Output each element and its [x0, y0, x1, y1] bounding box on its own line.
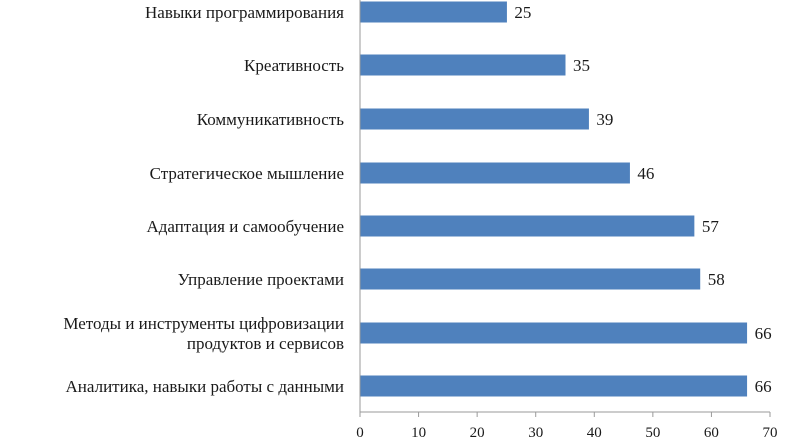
data-label: 35	[573, 56, 590, 75]
data-label: 39	[596, 110, 613, 129]
x-tick-label: 30	[528, 425, 543, 440]
x-tick-label: 50	[645, 425, 660, 440]
category-label: Креативность	[244, 56, 344, 75]
data-label: 66	[755, 377, 772, 396]
bar	[360, 1, 507, 23]
category-label-line: Навыки программирования	[145, 3, 344, 22]
data-label: 25	[514, 3, 531, 22]
category-label: Аналитика, навыки работы с данными	[66, 377, 344, 396]
category-label-line: Аналитика, навыки работы с данными	[66, 377, 344, 396]
bar	[360, 268, 701, 290]
category-label: Методы и инструменты цифровизации продукт…	[63, 314, 344, 353]
data-label: 58	[708, 270, 725, 289]
category-label-line: Адаптация и самообучение	[146, 217, 344, 236]
data-label: 57	[702, 217, 720, 236]
category-label: Коммуникативность	[197, 110, 345, 129]
x-tick-label: 20	[470, 425, 485, 440]
data-label: 66	[755, 324, 772, 343]
bar	[360, 375, 748, 397]
category-label: Навыки программирования	[145, 3, 344, 22]
bar	[360, 322, 748, 344]
bar	[360, 215, 695, 237]
category-label: Стратегическое мышление	[150, 164, 344, 183]
x-tick-label: 70	[763, 425, 778, 440]
data-label: 46	[637, 164, 654, 183]
category-label-line: Управление проектами	[178, 270, 344, 289]
x-tick-label: 0	[356, 425, 364, 440]
bar	[360, 54, 566, 76]
category-label-line: Коммуникативность	[197, 110, 345, 129]
x-tick-label: 60	[704, 425, 719, 440]
category-label-line: Стратегическое мышление	[150, 164, 344, 183]
category-label-line: продуктов и сервисов	[187, 334, 344, 353]
category-label: Управление проектами	[178, 270, 344, 289]
bar	[360, 162, 630, 184]
category-label-line: Креативность	[244, 56, 344, 75]
category-label-line: Методы и инструменты цифровизации	[63, 314, 344, 333]
category-label: Адаптация и самообучение	[146, 217, 344, 236]
x-tick-label: 10	[411, 425, 426, 440]
x-tick-label: 40	[587, 425, 602, 440]
bar	[360, 108, 589, 130]
